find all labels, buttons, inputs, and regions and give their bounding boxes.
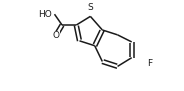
Text: O: O xyxy=(52,31,59,40)
Text: S: S xyxy=(88,3,93,12)
Text: HO: HO xyxy=(39,10,52,19)
Text: F: F xyxy=(147,59,152,68)
